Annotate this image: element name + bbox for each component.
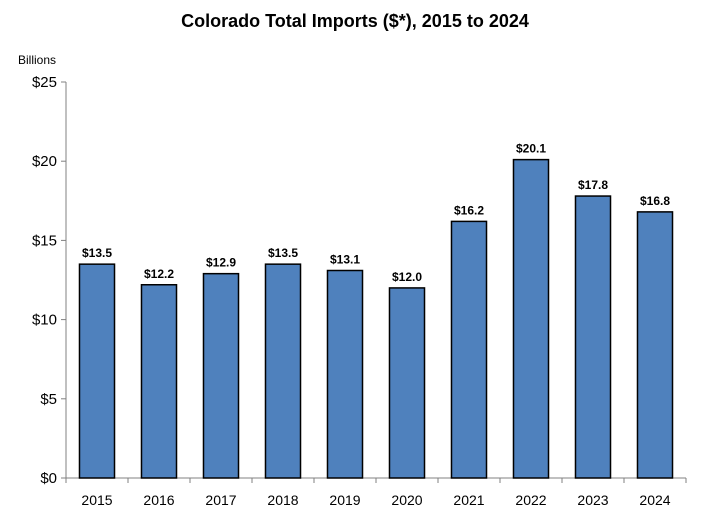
x-tick-label: 2015 [81,492,112,508]
data-label: $12.2 [144,267,174,281]
bar [388,287,426,479]
data-label: $16.8 [640,194,670,208]
y-tick-label: $20 [32,153,57,170]
x-tick-label: 2022 [515,492,546,508]
bar [264,263,302,479]
data-label: $16.2 [454,203,484,217]
data-label: $13.5 [82,246,112,260]
x-tick-label: 2018 [267,492,298,508]
y-tick-label: $5 [40,391,57,408]
data-label: $12.9 [206,256,236,270]
x-tick-label: 2019 [329,492,360,508]
data-label: $20.1 [516,142,546,156]
bar [512,158,550,479]
x-tick-label: 2020 [391,492,422,508]
y-tick-label: $15 [32,232,57,249]
y-tick-label: $10 [32,312,57,329]
x-tick-label: 2016 [143,492,174,508]
bar [326,269,364,479]
y-axis-unit-label: Billions [18,53,56,67]
chart-title: Colorado Total Imports ($*), 2015 to 202… [181,11,529,31]
bar [78,263,116,479]
bar [140,284,178,479]
x-tick-label: 2021 [453,492,484,508]
bar [202,272,240,479]
data-label: $12.0 [392,270,422,284]
y-tick-label: $25 [32,74,57,91]
x-tick-label: 2023 [577,492,608,508]
data-label: $17.8 [578,178,608,192]
plot-area: $0 $5 $10 $15 $20 $25 $13.5 2015 $12.2 2016 $12.9 2… [32,74,687,508]
bar [450,220,488,479]
data-label: $13.1 [330,252,360,266]
bar [636,211,674,479]
data-label: $13.5 [268,246,298,260]
y-tick-label: $0 [40,470,57,487]
x-tick-label: 2017 [205,492,236,508]
bar [574,195,612,479]
x-tick-label: 2024 [639,492,670,508]
